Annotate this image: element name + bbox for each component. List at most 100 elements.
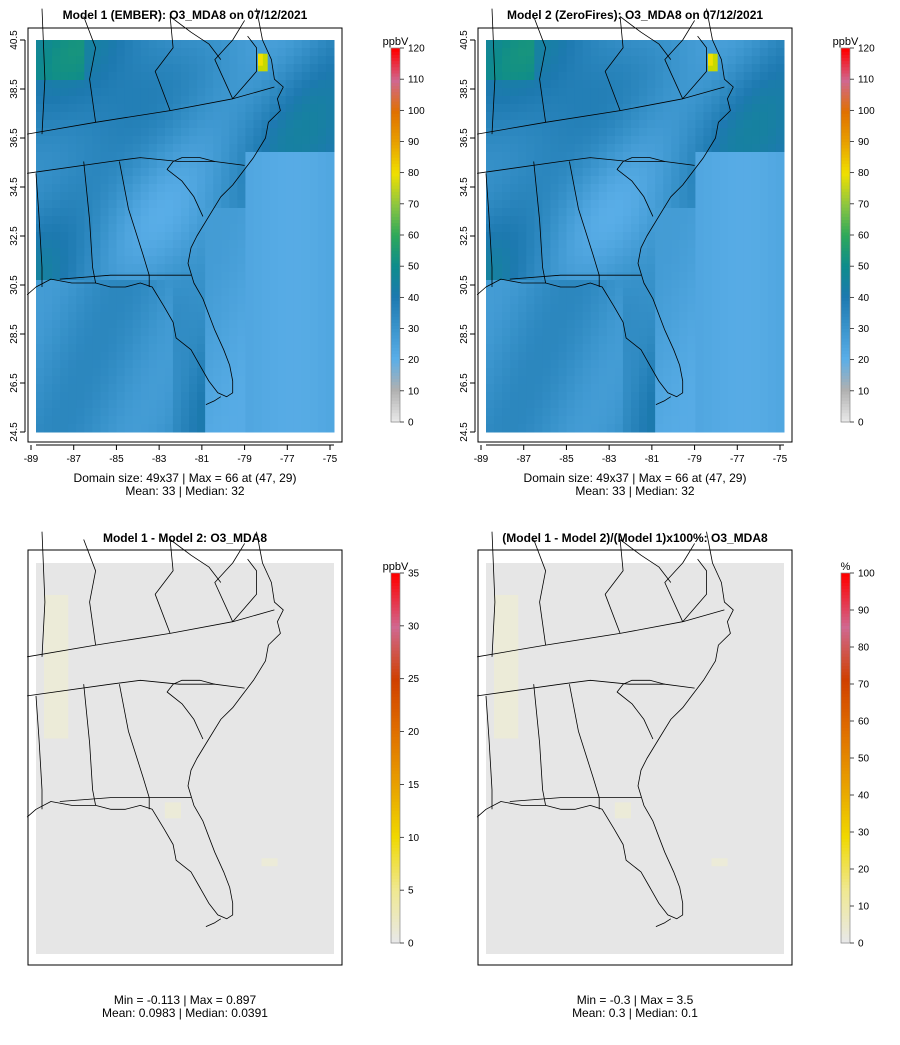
raster-cell: [630, 304, 640, 313]
colorbar-segment: [841, 822, 850, 827]
raster-cell: [518, 344, 527, 353]
raster-cell: [301, 320, 311, 329]
raster-cell: [510, 392, 519, 401]
raster-cell: [759, 128, 769, 137]
raster-cell: [655, 104, 664, 113]
raster-cell: [622, 376, 632, 385]
state-border: [35, 173, 43, 287]
raster-cell: [558, 280, 568, 289]
raster-cell: [229, 176, 238, 185]
colorbar-segment: [841, 182, 850, 186]
raster-cell: [663, 320, 672, 329]
raster-cell: [317, 144, 327, 153]
raster-cell: [695, 248, 704, 257]
raster-cell: [197, 248, 206, 257]
raster-cell: [156, 344, 166, 353]
raster-cell: [614, 144, 624, 153]
raster-cell: [695, 336, 704, 345]
raster-cell: [639, 168, 648, 177]
colorbar-segment: [841, 378, 850, 383]
state-border: [533, 16, 546, 123]
raster-cell: [269, 80, 279, 89]
raster-cell: [285, 224, 295, 233]
raster-cell: [221, 296, 230, 305]
raster-cell: [245, 376, 254, 385]
raster-cell: [76, 184, 85, 193]
raster-cell: [92, 352, 101, 361]
raster-cell: [606, 144, 616, 153]
raster-cell: [84, 256, 93, 265]
raster-cell: [767, 136, 777, 145]
colorbar-segment: [391, 862, 400, 867]
colorbar-segment: [391, 819, 400, 824]
raster-cell: [534, 400, 543, 409]
raster-cell: [285, 104, 295, 113]
raster-cell: [156, 176, 166, 185]
colorbar-segment: [841, 381, 850, 386]
raster-cell: [679, 192, 688, 201]
raster-cell: [550, 72, 559, 81]
raster-cell: [582, 104, 592, 113]
raster-cell: [630, 240, 640, 249]
raster-cell: [622, 80, 632, 89]
raster-cell: [751, 280, 761, 289]
state-border: [485, 173, 493, 287]
raster-cell: [116, 408, 126, 417]
raster-cell: [301, 248, 311, 257]
raster-cell: [639, 288, 648, 297]
raster-cell: [679, 200, 688, 209]
colorbar-segment: [391, 85, 400, 90]
raster-cell: [277, 120, 287, 129]
raster-cell: [213, 328, 222, 337]
colorbar-segment: [841, 869, 850, 873]
raster-cell: [598, 128, 608, 137]
x-tick-label: -89: [474, 454, 489, 465]
raster-cell: [534, 184, 543, 193]
raster-cell: [526, 296, 535, 305]
colorbar-segment: [391, 656, 400, 660]
raster-cell: [253, 56, 263, 65]
colorbar-tick-label: 110: [408, 75, 424, 86]
raster-cell: [598, 208, 608, 217]
raster-cell: [180, 392, 190, 401]
raster-cell: [213, 368, 222, 377]
raster-cell: [542, 224, 551, 233]
raster-cell: [566, 144, 576, 153]
raster-cell: [229, 320, 238, 329]
raster-cell: [172, 256, 182, 265]
colorbar-segment: [391, 344, 400, 348]
raster-cell: [325, 88, 335, 97]
raster-cell: [502, 256, 511, 265]
raster-cell: [92, 336, 101, 345]
raster-cell: [679, 416, 688, 425]
raster-cell: [100, 176, 109, 185]
raster-cell: [534, 424, 543, 433]
raster-cell: [108, 176, 118, 185]
colorbar-segment: [391, 287, 400, 292]
raster-cell: [277, 112, 287, 121]
raster-cell: [606, 48, 616, 57]
colorbar-segment: [391, 758, 400, 762]
raster-cell: [285, 160, 295, 169]
raster-cell: [245, 64, 254, 73]
raster-cell: [582, 176, 592, 185]
state-border: [83, 161, 96, 284]
raster-cell: [108, 352, 118, 361]
raster-cell: [293, 136, 303, 145]
raster-cell: [317, 344, 327, 353]
raster-cell: [84, 328, 93, 337]
raster-cell: [735, 296, 745, 305]
state-border: [569, 684, 600, 810]
colorbar-segment: [391, 309, 400, 314]
raster-cell: [237, 400, 246, 409]
raster-cell: [518, 296, 527, 305]
raster-cell: [148, 200, 158, 209]
raster-cell: [502, 408, 511, 417]
colorbar-segment: [841, 135, 850, 139]
raster-cell: [108, 320, 118, 329]
raster-cell: [84, 288, 93, 297]
raster-cell: [719, 224, 729, 233]
raster-cell: [92, 424, 101, 433]
colorbar-segment: [391, 912, 400, 916]
raster-cell: [510, 304, 519, 313]
